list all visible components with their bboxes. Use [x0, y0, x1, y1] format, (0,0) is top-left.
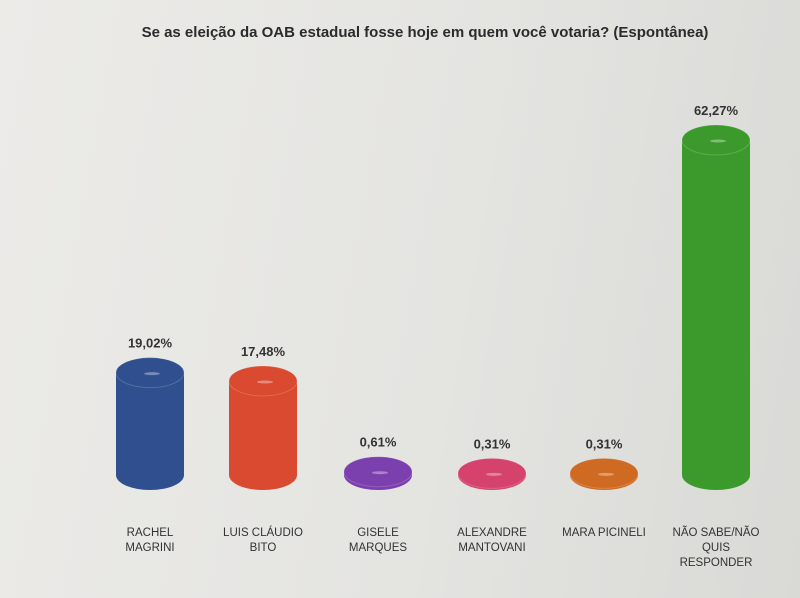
- x-tick-label: RACHEL MAGRINI: [125, 527, 175, 554]
- bar-top: [457, 457, 527, 489]
- value-label: 0,31%: [474, 436, 511, 451]
- bar-top: [228, 365, 298, 397]
- value-label: 19,02%: [128, 336, 173, 351]
- bar-top: [681, 124, 751, 156]
- bar-highlight: [372, 471, 388, 475]
- bar-top: [115, 357, 185, 389]
- value-label: 0,61%: [360, 435, 397, 450]
- bar-highlight: [144, 372, 160, 376]
- x-tick-label: ALEXANDRE MANTOVANI: [457, 527, 527, 554]
- chart-title: Se as eleição da OAB estadual fosse hoje…: [142, 24, 709, 41]
- bar-highlight: [598, 472, 614, 476]
- bar-highlight: [257, 380, 273, 384]
- bar-top: [343, 456, 413, 488]
- value-label: 0,31%: [586, 436, 623, 451]
- value-label: 62,27%: [694, 103, 739, 118]
- bar-top: [569, 457, 639, 489]
- bar: [682, 140, 750, 490]
- value-label: 17,48%: [241, 344, 286, 359]
- x-tick-label: MARA PICINELI: [562, 527, 646, 539]
- x-tick-label: NÃO SABE/NÃO QUIS RESPONDER: [672, 527, 760, 569]
- bar-highlight: [486, 472, 502, 476]
- x-tick-label: GISELE MARQUES: [348, 527, 408, 554]
- x-tick-label: LUIS CLÁUDIO BITO: [223, 527, 303, 554]
- bar: [116, 372, 184, 490]
- bar-highlight: [710, 139, 726, 143]
- bar: [229, 380, 297, 490]
